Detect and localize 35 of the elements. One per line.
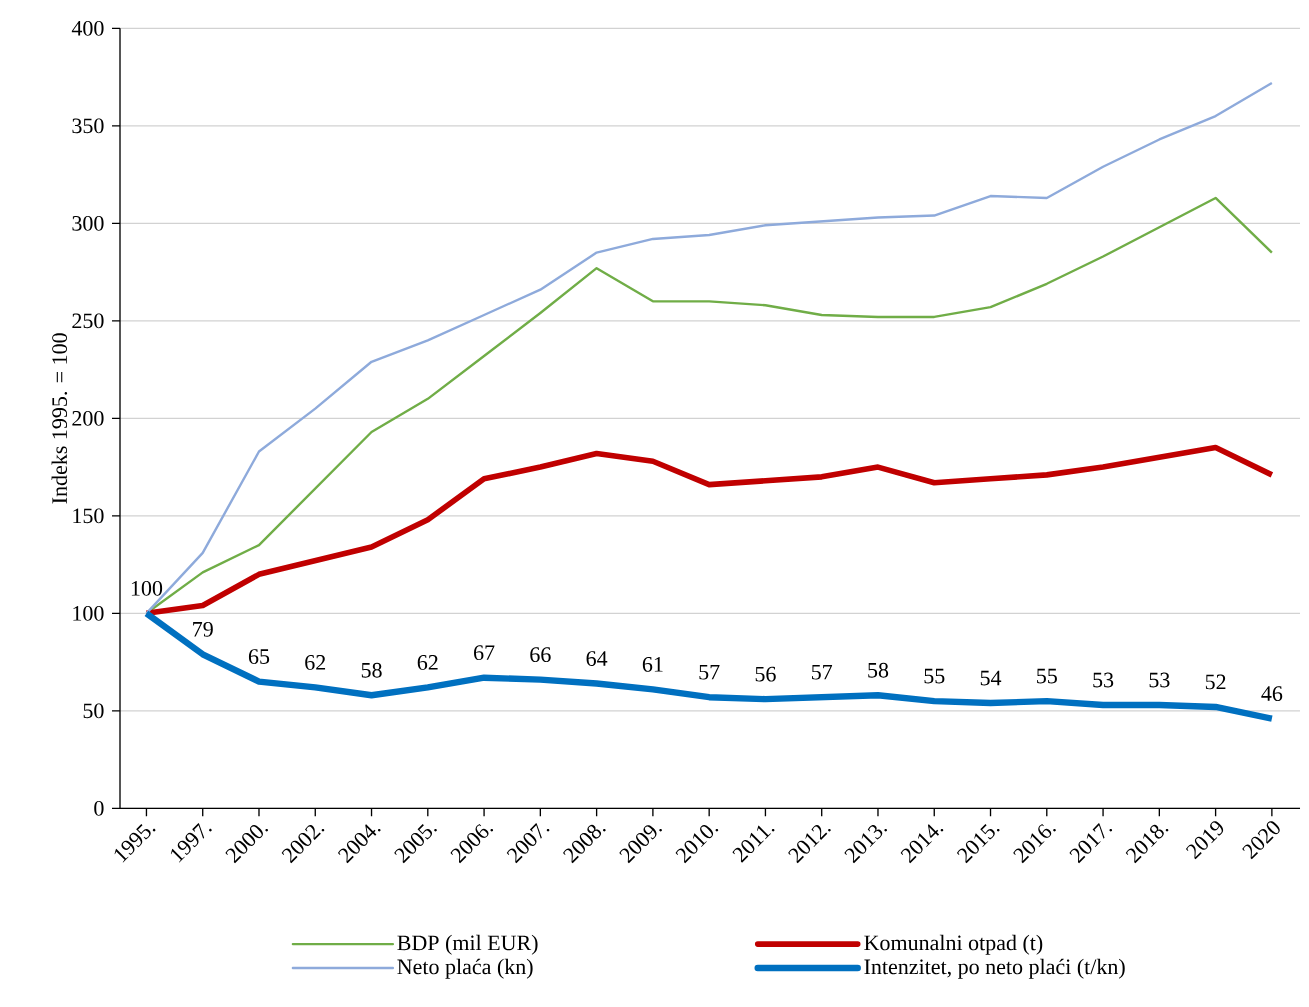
data-label: 100 xyxy=(131,580,163,596)
legend-label: BDP (mil EUR) xyxy=(397,934,538,955)
y-tick-label: 250 xyxy=(72,313,104,329)
data-label: 54 xyxy=(980,670,1002,686)
y-tick-label: 350 xyxy=(72,118,104,134)
y-tick-label: 100 xyxy=(73,605,104,621)
data-label: 56 xyxy=(755,666,776,682)
y-tick-label: 150 xyxy=(73,508,104,524)
data-label: 66 xyxy=(530,647,551,663)
data-label: 65 xyxy=(248,649,270,664)
y-tick-label: 300 xyxy=(72,215,104,231)
data-label: 53 xyxy=(1093,672,1114,688)
data-label: 61 xyxy=(642,656,663,672)
data-label: 55 xyxy=(924,668,945,684)
y-axis-title: Indeks 1995. = 100 xyxy=(51,333,68,504)
data-label: 57 xyxy=(811,664,833,680)
y-tick-label: 50 xyxy=(83,703,104,719)
legend-label: Komunalni otpad (t) xyxy=(864,934,1043,955)
data-label: 62 xyxy=(417,655,438,670)
data-label: 46 xyxy=(1261,686,1283,702)
data-label: 67 xyxy=(474,645,495,661)
data-label: 52 xyxy=(1205,674,1226,690)
data-label: 55 xyxy=(1037,668,1057,684)
data-label: 62 xyxy=(305,655,326,670)
data-label: 58 xyxy=(361,662,382,678)
data-label: 58 xyxy=(868,662,889,678)
data-label: 79 xyxy=(193,621,213,637)
data-label: 57 xyxy=(699,664,720,680)
y-tick-label: 200 xyxy=(72,410,104,426)
y-tick-label: 0 xyxy=(94,800,104,816)
data-label: 64 xyxy=(586,651,608,666)
y-tick-label: 400 xyxy=(71,20,104,36)
legend-label: Intenzitet, po neto plaći (t/kn) xyxy=(864,958,1125,979)
legend-label: Neto plaća (kn) xyxy=(397,958,533,979)
data-label: 53 xyxy=(1149,672,1170,688)
